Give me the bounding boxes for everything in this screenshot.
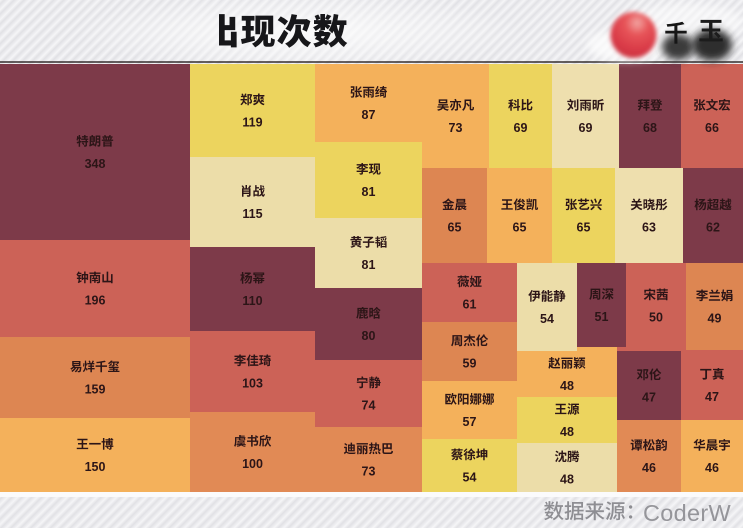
svg-text:119: 119 xyxy=(242,115,262,129)
svg-text:348: 348 xyxy=(85,157,106,171)
svg-text:68: 68 xyxy=(643,121,657,135)
svg-text:47: 47 xyxy=(642,390,656,404)
svg-text:57: 57 xyxy=(463,415,477,429)
svg-text:80: 80 xyxy=(362,329,376,343)
svg-text:48: 48 xyxy=(560,425,574,439)
svg-text:110: 110 xyxy=(242,294,262,308)
svg-text:73: 73 xyxy=(362,464,376,478)
svg-text:63: 63 xyxy=(642,220,656,234)
svg-text:50: 50 xyxy=(649,310,663,324)
svg-text:CoderW: CoderW xyxy=(643,500,732,526)
svg-text:49: 49 xyxy=(708,311,722,325)
svg-text:46: 46 xyxy=(705,461,719,475)
svg-text:69: 69 xyxy=(514,121,528,135)
svg-text:81: 81 xyxy=(362,185,376,199)
svg-text:196: 196 xyxy=(85,293,106,307)
svg-text:69: 69 xyxy=(579,121,593,135)
svg-text:54: 54 xyxy=(463,470,477,484)
svg-text:65: 65 xyxy=(448,220,462,234)
svg-text:51: 51 xyxy=(595,310,609,324)
svg-text:48: 48 xyxy=(560,472,574,486)
svg-text:103: 103 xyxy=(242,376,263,390)
svg-text:61: 61 xyxy=(463,297,477,311)
svg-text:81: 81 xyxy=(362,258,376,272)
svg-text:87: 87 xyxy=(362,108,376,122)
svg-text:73: 73 xyxy=(449,121,463,135)
svg-text:65: 65 xyxy=(577,220,591,234)
svg-text:48: 48 xyxy=(560,379,574,393)
svg-text:100: 100 xyxy=(242,457,263,471)
svg-text:59: 59 xyxy=(463,356,477,370)
svg-text:46: 46 xyxy=(642,461,656,475)
svg-text:74: 74 xyxy=(362,398,376,412)
svg-text:65: 65 xyxy=(513,220,527,234)
svg-text:54: 54 xyxy=(540,312,554,326)
svg-text:159: 159 xyxy=(85,382,106,396)
svg-text:115: 115 xyxy=(242,207,262,221)
svg-text:47: 47 xyxy=(705,390,719,404)
svg-text:62: 62 xyxy=(706,220,720,234)
svg-text:150: 150 xyxy=(85,460,106,474)
svg-text:66: 66 xyxy=(705,121,719,135)
